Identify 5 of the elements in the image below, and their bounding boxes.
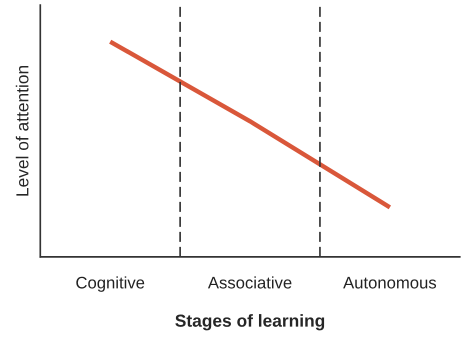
- x-tick-label: Cognitive: [76, 276, 144, 292]
- x-axis-title: Stages of learning: [175, 314, 324, 330]
- x-tick-label: Autonomous: [343, 276, 436, 289]
- x-tick-label: Associative: [208, 276, 292, 289]
- y-axis-title: Level of attention: [16, 66, 29, 196]
